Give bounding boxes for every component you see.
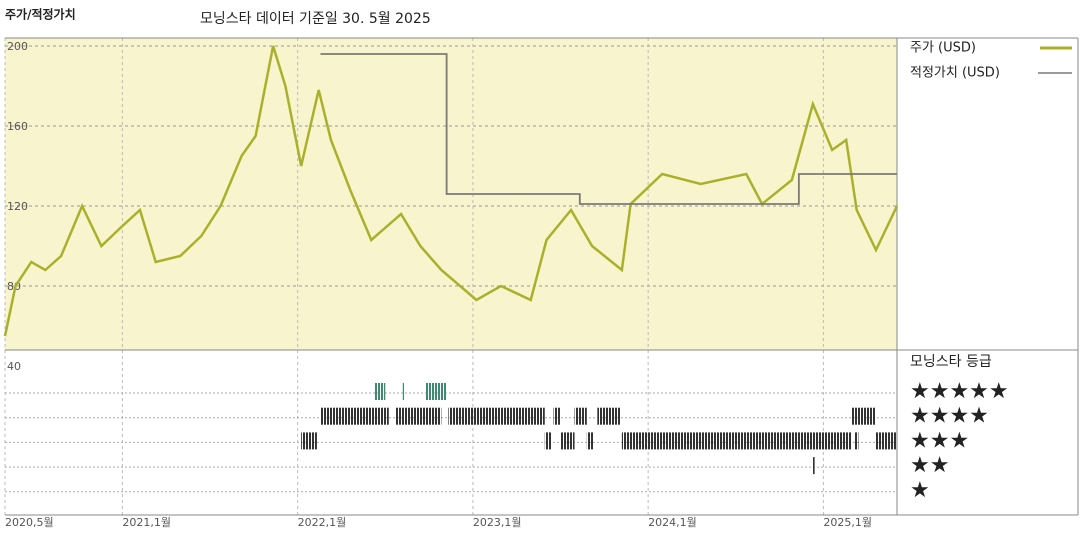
x-tick-label: 2020,5월 [5,516,54,529]
rating-label: ★★ [910,453,949,478]
rating-bar [395,407,442,425]
rating-bar [425,383,447,400]
x-tick-label: 2024,1월 [648,516,697,529]
rating-bar [402,383,405,400]
rating-title: 모닝스타 등급 [910,354,992,370]
rating-bar [854,432,859,450]
x-tick-label: 2021,1월 [122,516,171,529]
chart-title: 주가/적정가치 [5,7,76,22]
rating-bar [621,432,852,450]
x-tick-label: 2022,1월 [298,516,347,529]
y-tick-label: 200 [7,40,28,53]
y-tick-label: 40 [7,360,21,373]
rating-bar [374,383,386,400]
x-tick-label: 2025,1월 [823,516,872,529]
rating-bar [553,407,561,425]
chart-subtitle: 모닝스타 데이터 기준일 30. 5월 2025 [200,11,431,27]
series-line [320,53,897,205]
rating-label: ★★★★★ [910,379,1009,404]
rating-bar [597,407,621,425]
rating-bar [560,432,575,450]
rating-bar [320,407,389,425]
rating-bar [301,432,317,450]
rating-bar [851,407,876,425]
x-tick-label: 2023,1월 [473,516,522,529]
rating-bar [544,432,552,450]
rating-bar [448,407,545,425]
rating-bar [574,407,587,425]
rating-bar [586,432,594,450]
y-tick-label: 160 [7,120,28,133]
legend-label: 주가 (USD) [910,41,976,56]
legend-label: 적정가치 (USD) [910,66,1000,81]
y-tick-label: 120 [7,200,28,213]
rating-label: ★★★★ [910,404,989,429]
rating-label: ★ [910,478,930,503]
series-line [3,45,899,337]
rating-bar [875,432,897,450]
rating-bar [812,457,815,475]
rating-label: ★★★ [910,428,969,453]
